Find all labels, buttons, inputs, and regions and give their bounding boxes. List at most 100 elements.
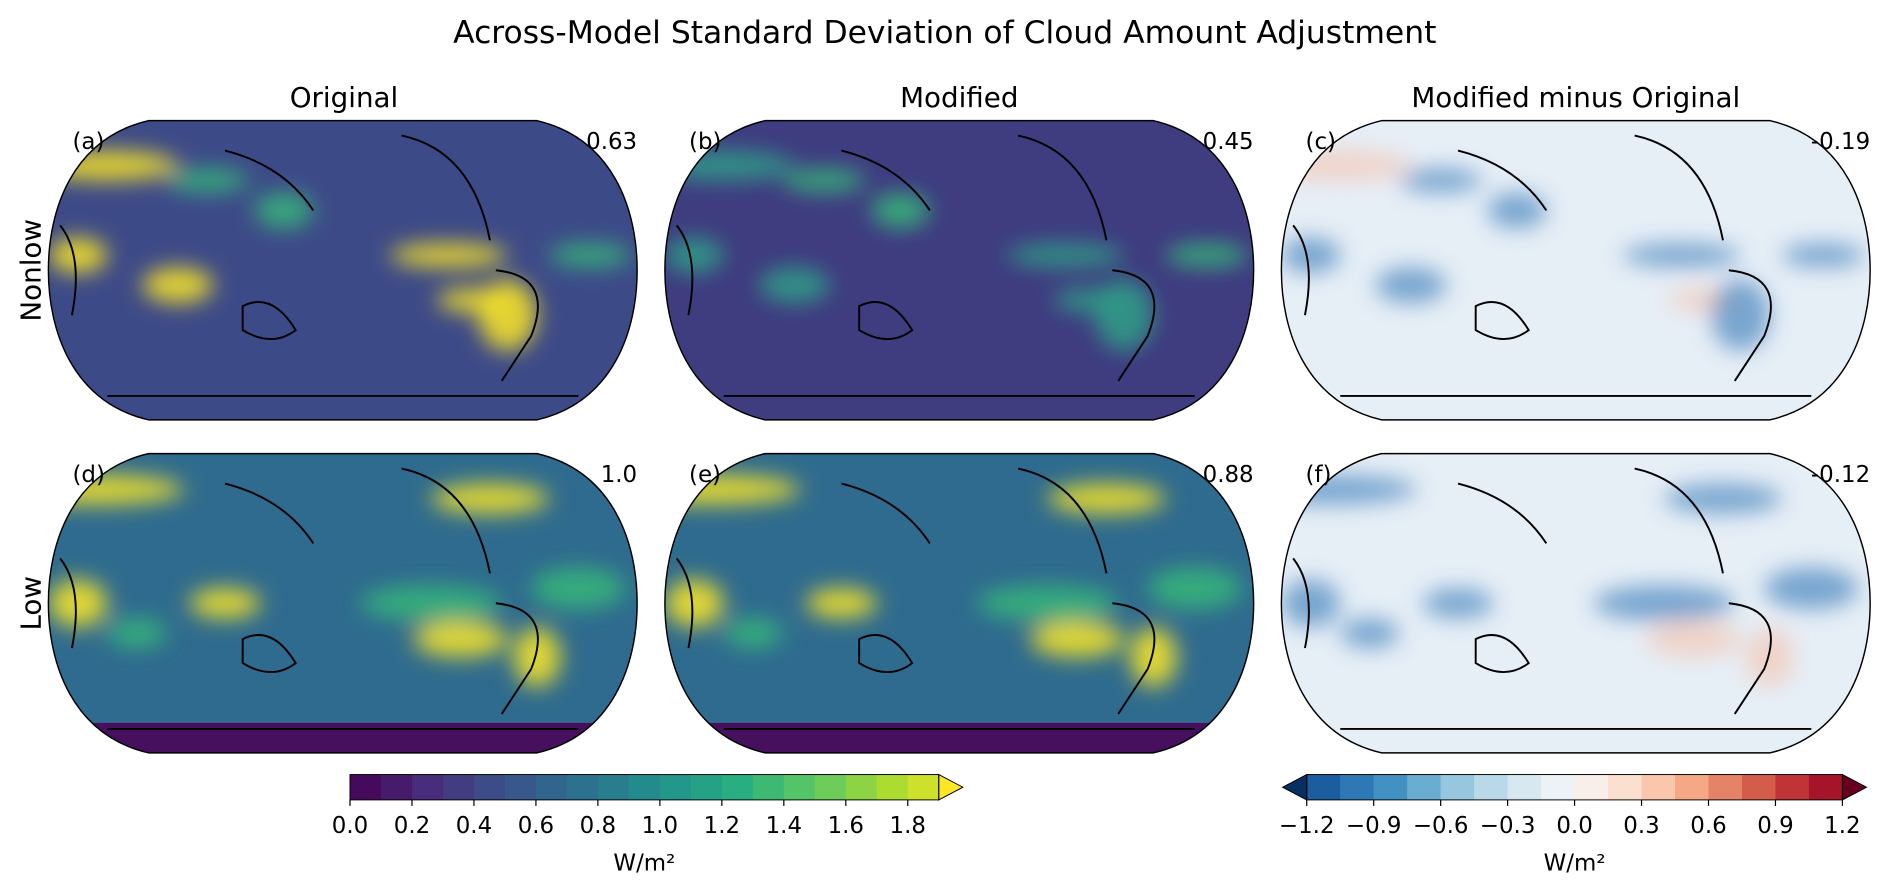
colorbar-segment [907,774,940,800]
map-border [47,452,638,754]
coastline [1292,467,1812,730]
column-title: Original [290,81,399,114]
map [664,120,1254,420]
map [1281,120,1871,420]
colorbar-segment [1440,774,1475,800]
colorbar-segment [876,774,909,800]
field-blob [759,267,830,304]
field-blob [1422,588,1494,619]
field-blob [389,243,508,268]
field-blob [360,585,502,622]
colorbar-segment [473,774,506,800]
field-blob [1664,483,1782,514]
field-blob [142,267,214,304]
field-blob [1646,621,1741,658]
colorbar-frame [349,774,940,801]
field-blob [478,279,538,352]
panel-value: -0.12 [1811,462,1870,488]
colorbar-tick-label: 0.6 [518,813,554,839]
field-blob [48,237,108,274]
field-blob [1399,168,1482,193]
row-label: Nonlow [15,219,48,322]
colorbar-segment [597,774,630,800]
panel-label: (b) [689,129,721,155]
colorbar-tick-label: 1.8 [890,813,926,839]
map-field [48,474,626,688]
field-blob [870,192,930,229]
column-title: Modified minus Original [1411,81,1740,114]
field-blob [1281,237,1341,274]
colorbar-extend [1841,773,1868,801]
map-field [664,150,1248,352]
field-blob [1487,192,1547,229]
colorbar-extend [1281,773,1308,801]
field-blob [531,567,626,610]
map [1281,453,1871,753]
colorbar-segment [659,774,692,800]
map [664,453,1254,753]
field-blob [1147,567,1242,610]
figure-title: Across-Model Standard Deviation of Cloud… [453,15,1436,51]
panel-label: (c) [1306,129,1336,155]
field-blob [664,150,795,181]
colorbar-tick-label: 1.4 [766,813,802,839]
colorbar-segment [442,774,475,800]
colorbar-tick-label: 0.0 [332,813,368,839]
field-blob [107,618,167,649]
colorbar-segment [566,774,599,800]
field-blob [166,168,249,193]
colorbar-segment [380,774,413,800]
panel-value: 0.88 [1203,462,1254,488]
map-border [664,119,1255,421]
colorbar-tick-label: 0.9 [1757,813,1793,839]
map-field [48,150,632,352]
colorbar-segment [411,774,444,800]
colorbar-segment [845,774,878,800]
colorbar-tick-label: 0.3 [1623,813,1659,839]
field-blob [1047,483,1166,514]
coastline [1292,134,1812,397]
field-blob [782,168,866,193]
colorbar-segment [1340,774,1375,800]
field-blob [1281,150,1411,181]
map-border [47,119,638,421]
colorbar-segment [1474,774,1509,800]
colorbar-tick-label: 1.2 [1824,813,1860,839]
panel-value: -0.19 [1811,129,1870,155]
map-border [1280,119,1871,421]
colorbar-extend [938,773,964,801]
panel-value: 1.0 [601,462,637,488]
field-blob [1746,627,1794,688]
colorbar-segment [535,774,568,800]
field-blob [254,192,314,229]
colorbar-segment [1775,774,1810,800]
field-blob [976,585,1119,622]
column-title: Modified [900,81,1018,114]
colorbar-tick-label: −0.6 [1413,813,1469,839]
map-border [1280,452,1871,754]
field-blob [431,483,549,514]
field-blob [1711,279,1771,352]
field-blob [48,579,108,628]
colorbar-segment [1407,774,1442,800]
panel-label: (e) [689,462,721,488]
panel-value: 0.63 [586,129,637,155]
field-blob [189,588,261,619]
map-field [1281,150,1865,352]
colorbar-segment [504,774,537,800]
colorbar-segment [1507,774,1542,800]
antarctica [664,722,1254,753]
field-blob [1094,279,1154,352]
field-blob [1593,585,1735,622]
coastline [59,134,579,397]
field-blob [1029,621,1125,658]
colorbar-segment [628,774,661,800]
colorbar-segment [1641,774,1676,800]
field-blob [48,150,178,181]
colorbar-tick-label: 0.6 [1690,813,1726,839]
antarctica [48,722,638,753]
colorbar-unit: W/m² [1544,850,1606,876]
colorbar-tick-label: 1.0 [642,813,678,839]
colorbar-tick-label: 1.6 [828,813,864,839]
